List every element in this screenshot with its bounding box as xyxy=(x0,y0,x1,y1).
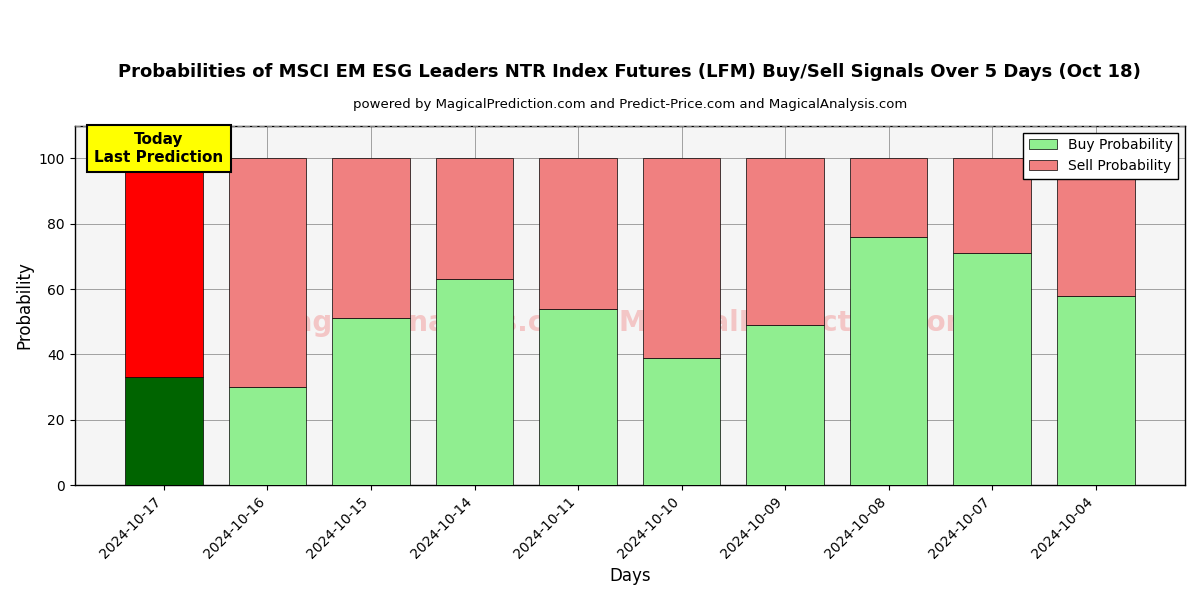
Y-axis label: Probability: Probability xyxy=(16,262,34,349)
Bar xyxy=(436,158,514,279)
Bar xyxy=(643,158,720,358)
Bar xyxy=(436,279,514,485)
Legend: Buy Probability, Sell Probability: Buy Probability, Sell Probability xyxy=(1024,133,1178,179)
Bar xyxy=(850,237,928,485)
Bar xyxy=(125,158,203,377)
Text: MagicalPrediction.com: MagicalPrediction.com xyxy=(618,310,974,337)
Bar xyxy=(332,158,410,319)
Bar xyxy=(229,158,306,387)
Bar xyxy=(539,308,617,485)
X-axis label: Days: Days xyxy=(610,567,650,585)
Text: Today
Last Prediction: Today Last Prediction xyxy=(94,132,223,164)
Text: powered by MagicalPrediction.com and Predict-Price.com and MagicalAnalysis.com: powered by MagicalPrediction.com and Pre… xyxy=(353,98,907,111)
Bar xyxy=(643,358,720,485)
Bar xyxy=(850,158,928,237)
Bar xyxy=(953,158,1031,253)
Bar xyxy=(332,319,410,485)
Bar xyxy=(539,158,617,308)
Bar xyxy=(125,377,203,485)
Title: Probabilities of MSCI EM ESG Leaders NTR Index Futures (LFM) Buy/Sell Signals Ov: Probabilities of MSCI EM ESG Leaders NTR… xyxy=(119,63,1141,81)
Text: MagicalAnalysis.com: MagicalAnalysis.com xyxy=(266,310,593,337)
Bar xyxy=(1057,158,1134,296)
Bar xyxy=(1057,296,1134,485)
Bar xyxy=(746,158,824,325)
Bar xyxy=(953,253,1031,485)
Bar xyxy=(746,325,824,485)
Bar xyxy=(229,387,306,485)
